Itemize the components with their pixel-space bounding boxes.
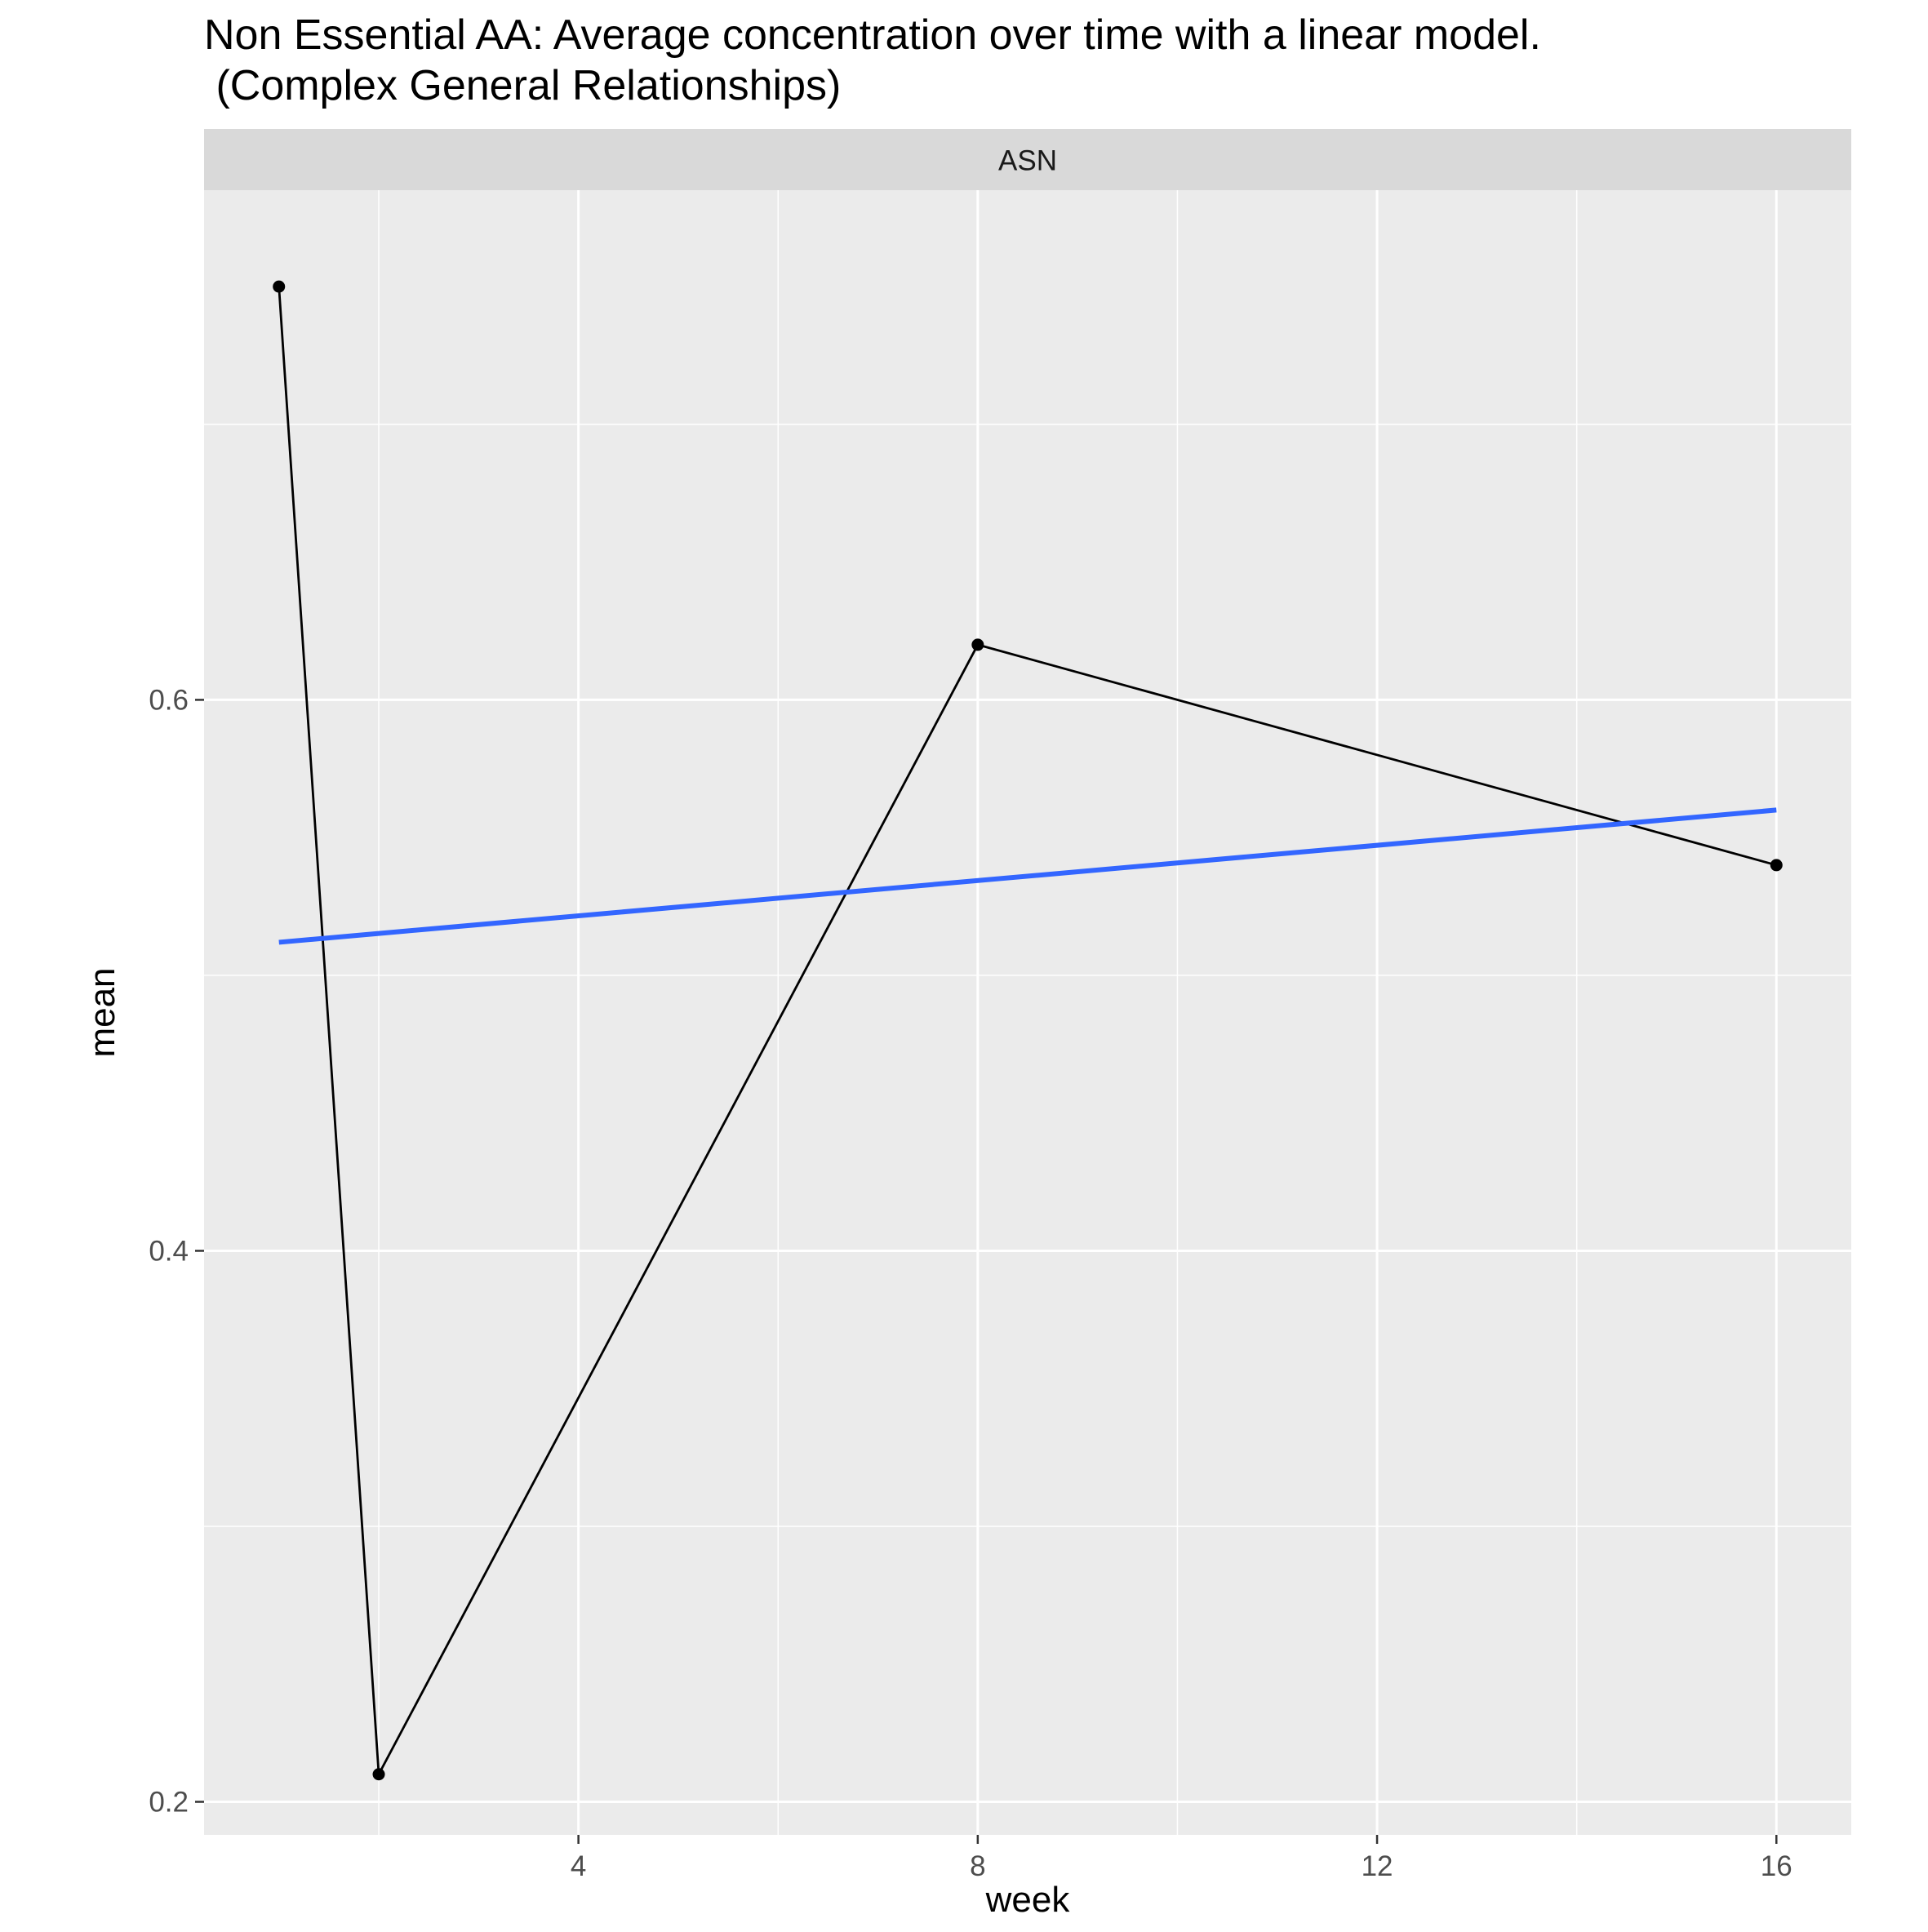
x-tick-label: 16 [1761, 1850, 1793, 1882]
data-point [971, 638, 984, 651]
data-point [372, 1768, 385, 1781]
fit-line [278, 807, 1777, 945]
x-tick-label: 8 [970, 1850, 985, 1882]
y-axis-label: mean [82, 967, 122, 1057]
x-tick-label: 4 [571, 1850, 586, 1882]
x-tick-label: 12 [1362, 1850, 1393, 1882]
facet-label: ASN [998, 145, 1057, 177]
chart-title-line: (Complex General Relationships) [204, 62, 841, 109]
y-tick-label: 0.4 [149, 1235, 189, 1267]
data-point [1770, 859, 1783, 872]
major-gridlines [204, 190, 1851, 1835]
x-axis-label: week [985, 1880, 1071, 1920]
y-tick-label: 0.6 [149, 684, 189, 716]
plot-panel [204, 190, 1851, 1835]
y-tick-label: 0.2 [149, 1786, 189, 1818]
facet-strip [204, 129, 1851, 190]
chart-title-line: Non Essential AA: Average concentration … [204, 11, 1541, 59]
minor-gridlines [204, 190, 1851, 1835]
series-layer [273, 280, 1783, 1781]
series-line [278, 286, 1777, 1776]
chart-title: Non Essential AA: Average concentration … [204, 11, 1541, 109]
x-axis: 4 8 12 16 [571, 1835, 1793, 1882]
data-point [273, 280, 286, 293]
y-axis: 0.2 0.4 0.6 [149, 684, 204, 1818]
